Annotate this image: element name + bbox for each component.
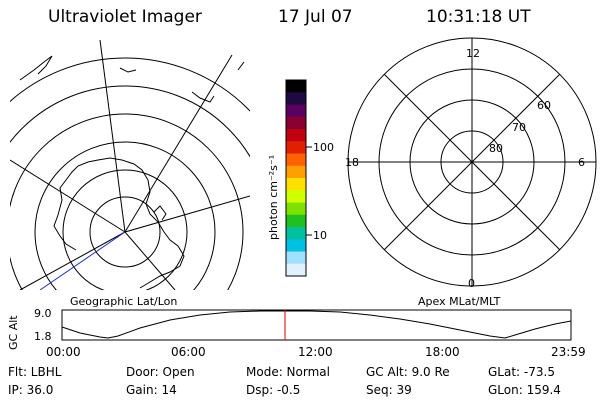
lat-ring — [34, 141, 216, 290]
lat-ring — [62, 169, 188, 290]
info-door: Door: Open — [126, 365, 195, 379]
mlat-label-60: 60 — [537, 99, 551, 112]
xtick-1200: 12:00 — [298, 345, 333, 359]
color-bar-band — [286, 214, 306, 228]
apex-label: Apex MLat/MLT — [418, 295, 501, 308]
color-bar-band — [286, 190, 306, 203]
lat-ring — [89, 196, 161, 268]
orbit-track — [39, 231, 126, 290]
info-seq: Seq: 39 — [366, 383, 412, 397]
info-ip: IP: 36.0 — [8, 383, 54, 397]
altitude-ytick-top: 9.0 — [34, 307, 52, 320]
altitude-plot-frame — [61, 309, 572, 341]
coastline — [19, 55, 53, 81]
colorbar-tick-100: 100 — [313, 141, 334, 154]
altitude-ytick-bottom: 1.8 — [34, 330, 52, 343]
xtick-2359: 23:59 — [551, 345, 586, 359]
mlt-label-18: 18 — [345, 156, 359, 169]
color-bar-band — [286, 178, 306, 191]
lat-ring — [10, 85, 250, 158]
lat-ring — [10, 113, 244, 290]
color-bar-band — [286, 92, 306, 105]
info-gcalt: GC Alt: 9.0 Re — [366, 365, 450, 379]
time-label: 10:31:18 UT — [426, 7, 531, 27]
coastline — [191, 91, 215, 103]
xtick-0000: 00:00 — [46, 345, 81, 359]
colorbar-unit-label: photon cm⁻²s⁻¹ — [267, 154, 280, 240]
altitude-ylabel: GC Alt — [7, 315, 20, 350]
color-bar-band — [286, 104, 306, 118]
info-flt: Flt: LBHL — [8, 365, 62, 379]
info-glon: GLon: 159.4 — [488, 383, 561, 397]
altitude-curve — [61, 310, 572, 339]
info-dsp: Dsp: -0.5 — [246, 383, 301, 397]
coastline — [119, 67, 137, 73]
color-bar-band — [286, 141, 306, 154]
mlat-label-70: 70 — [512, 121, 526, 134]
xtick-1800: 18:00 — [425, 345, 460, 359]
color-bar-band — [286, 153, 306, 167]
date-label: 17 Jul 07 — [278, 7, 353, 27]
coastline — [153, 205, 167, 221]
meridian — [19, 231, 126, 290]
mlt-label-6: 6 — [578, 156, 585, 169]
lat-ring — [10, 57, 250, 112]
mlt-label-12: 12 — [466, 47, 480, 60]
coastline — [53, 214, 77, 251]
coastline — [57, 157, 185, 289]
polar-grid — [347, 37, 597, 287]
color-bar-band — [286, 116, 306, 130]
colorbar-tick-10: 10 — [313, 229, 327, 242]
meridian — [99, 39, 126, 233]
color-bar — [286, 80, 306, 277]
meridian — [124, 195, 250, 233]
color-bar-band — [286, 165, 306, 179]
color-bar-band — [286, 263, 306, 277]
color-bar-band — [286, 251, 306, 265]
color-bar-band — [286, 227, 306, 240]
info-glat: GLat: -73.5 — [488, 365, 555, 379]
color-bar-band — [286, 202, 306, 216]
info-gain: Gain: 14 — [126, 383, 177, 397]
meridian — [124, 231, 176, 290]
xtick-0600: 06:00 — [171, 345, 206, 359]
meridian — [124, 54, 233, 233]
coastline — [237, 61, 245, 71]
mlt-label-0: 0 — [468, 277, 475, 290]
mlat-label-80: 80 — [489, 142, 503, 155]
color-bar-band — [286, 239, 306, 252]
instrument-title: Ultraviolet Imager — [48, 7, 202, 27]
info-mode: Mode: Normal — [246, 365, 330, 379]
color-bar-band — [286, 129, 306, 142]
meridian — [10, 159, 126, 233]
geographic-label: Geographic Lat/Lon — [70, 295, 178, 308]
color-bar-band — [286, 80, 306, 93]
